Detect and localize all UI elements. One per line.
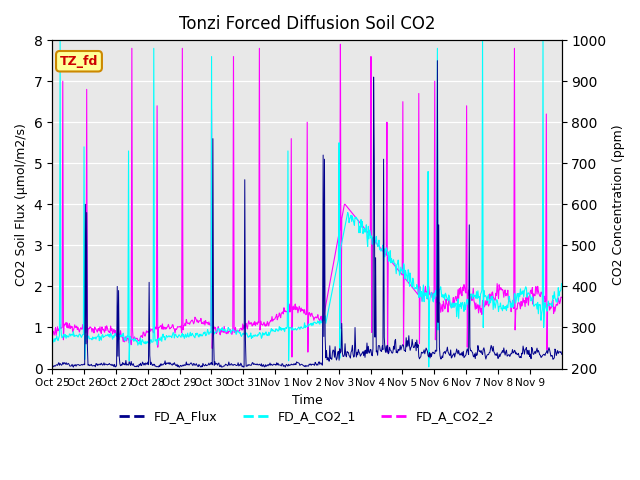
Y-axis label: CO2 Soil Flux (μmol/m2/s): CO2 Soil Flux (μmol/m2/s) xyxy=(15,123,28,286)
X-axis label: Time: Time xyxy=(291,394,323,407)
Text: TZ_fd: TZ_fd xyxy=(60,55,98,68)
Y-axis label: CO2 Concentration (ppm): CO2 Concentration (ppm) xyxy=(612,124,625,285)
Title: Tonzi Forced Diffusion Soil CO2: Tonzi Forced Diffusion Soil CO2 xyxy=(179,15,435,33)
Legend: FD_A_Flux, FD_A_CO2_1, FD_A_CO2_2: FD_A_Flux, FD_A_CO2_1, FD_A_CO2_2 xyxy=(114,405,500,428)
